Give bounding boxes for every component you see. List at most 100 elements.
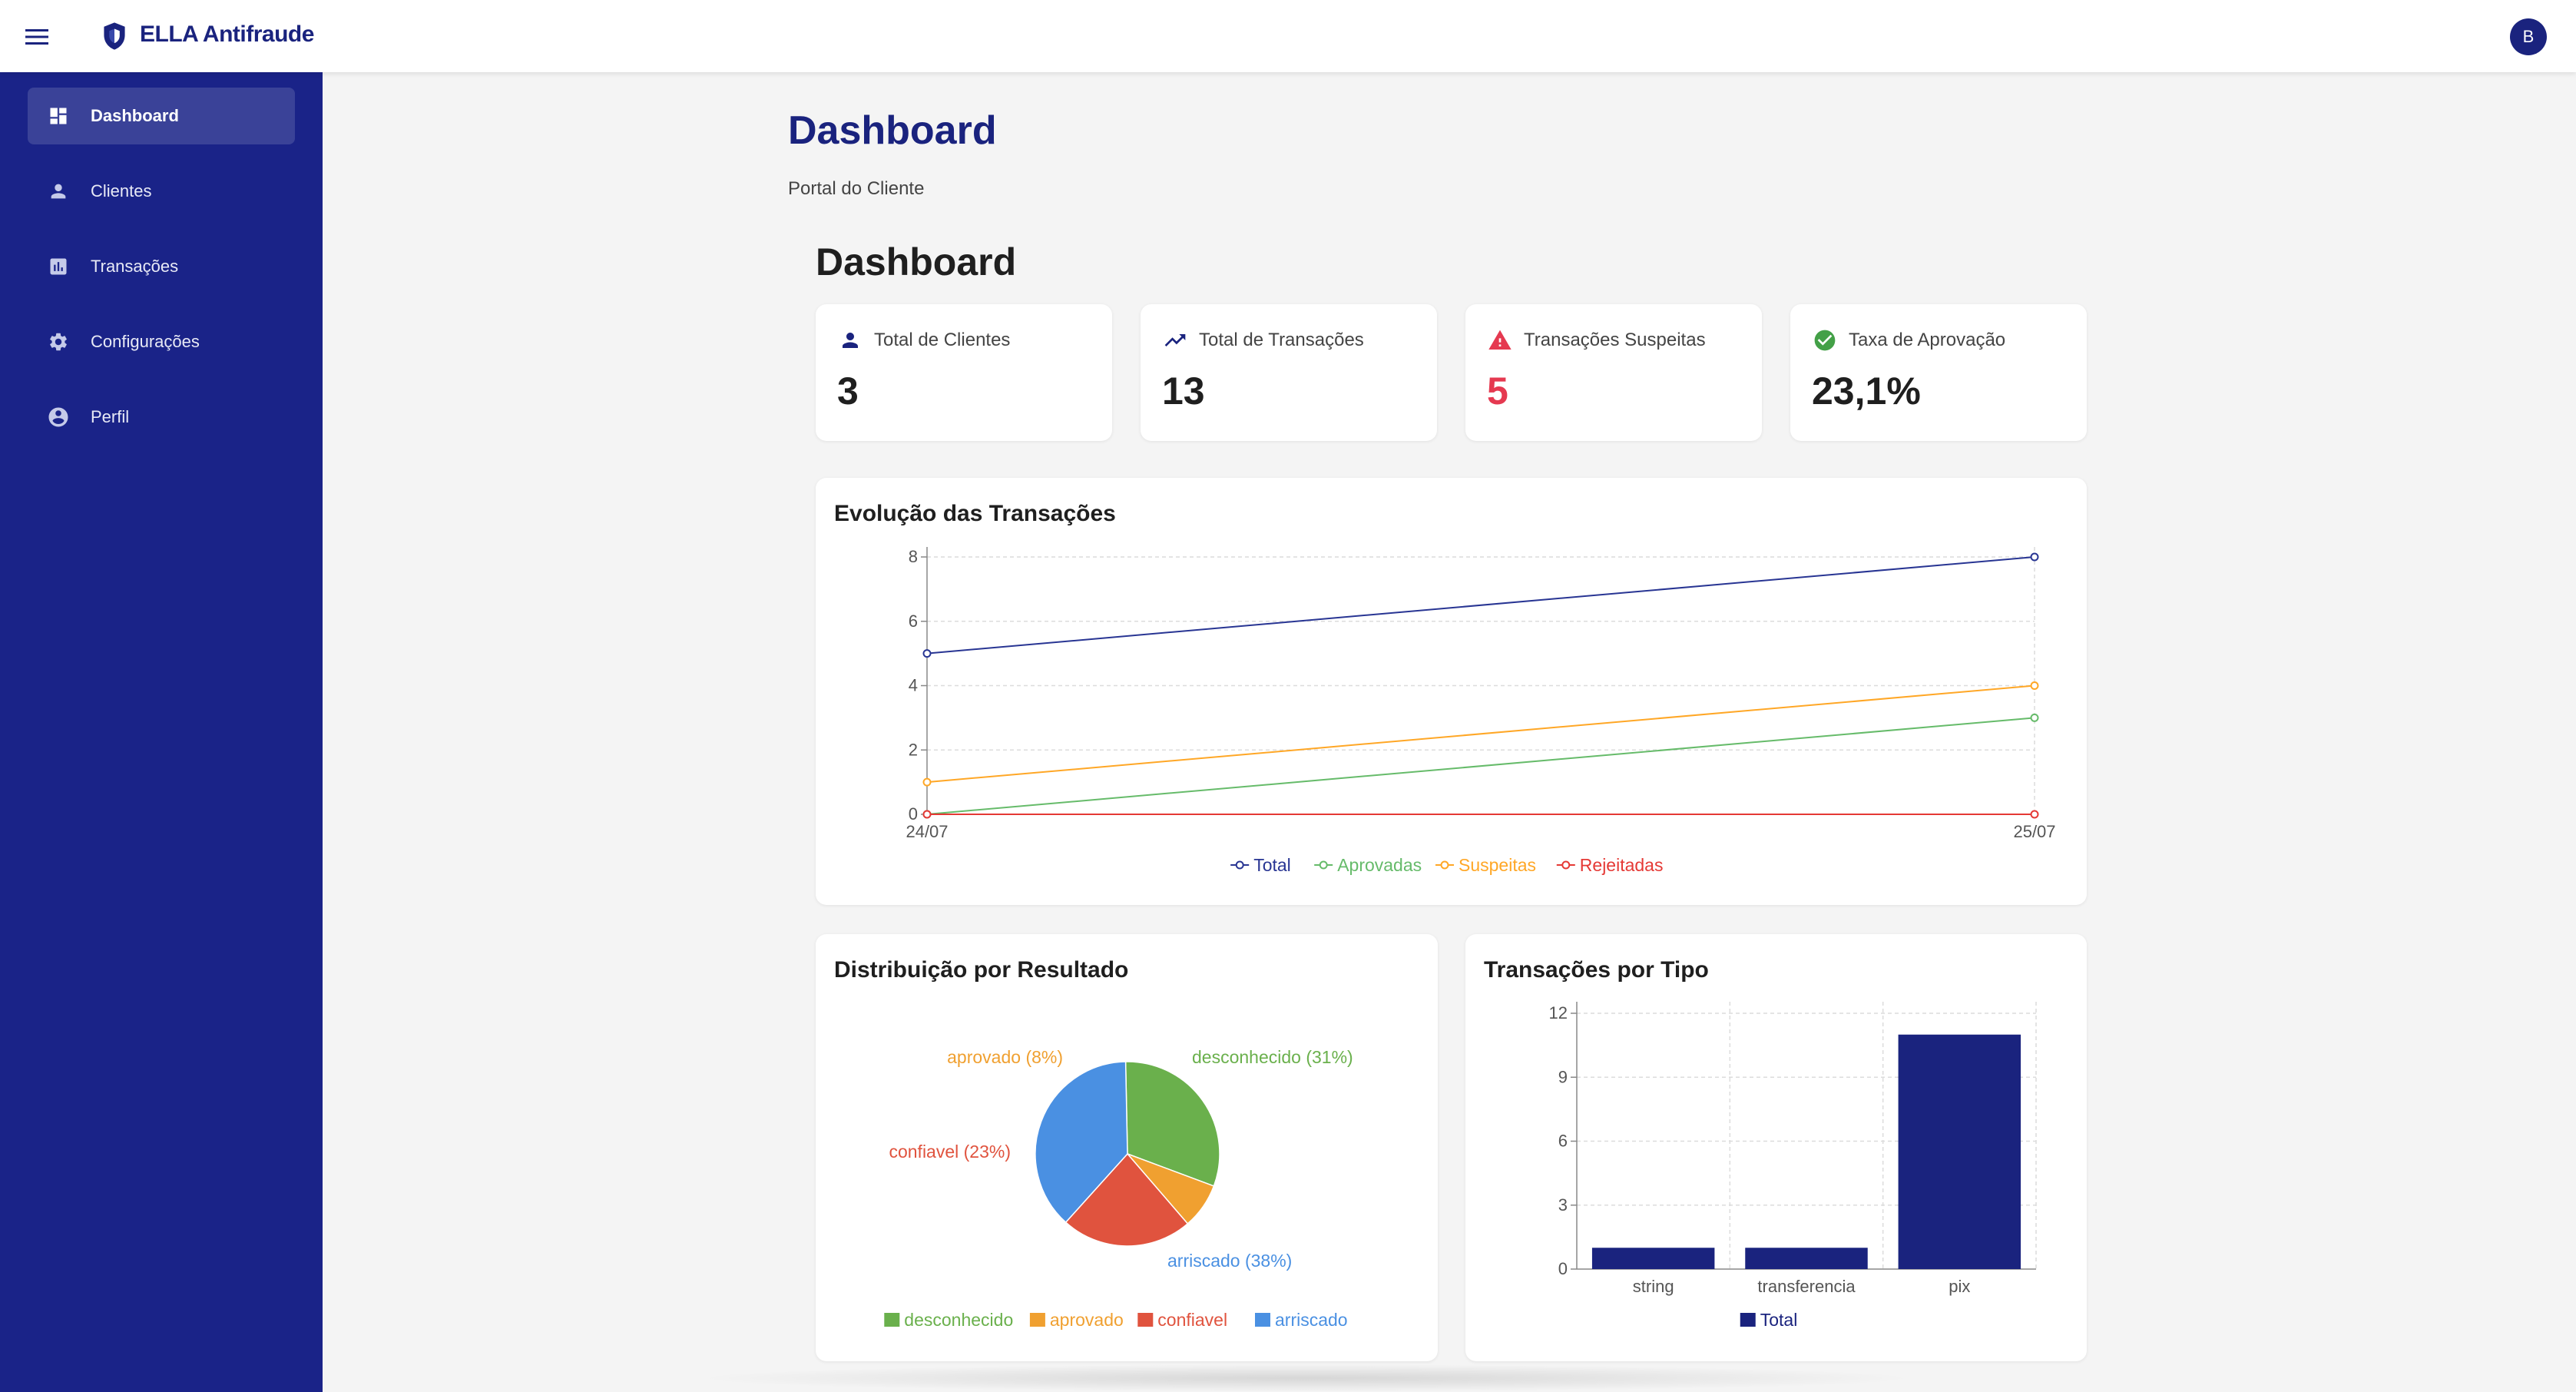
menu-icon[interactable] (23, 23, 51, 51)
scroll-shadow (691, 1364, 1920, 1392)
line-chart-card: Evolução das Transações 0 2 4 6 8 24/07 25/07 T… (816, 478, 2087, 905)
user-avatar[interactable]: B (2510, 18, 2547, 55)
bar-chart-icon (46, 254, 71, 279)
sidebar-item-clientes[interactable]: Clientes (28, 163, 295, 220)
stat-card-aprovacao: Taxa de Aprovação 23,1% (1790, 304, 2087, 441)
series-line (926, 717, 2035, 815)
y-tick-label: 8 (909, 547, 918, 566)
data-point (2030, 810, 2039, 819)
stat-card-suspeitas: Transações Suspeitas 5 (1465, 304, 1762, 441)
legend-marker (1440, 860, 1449, 870)
x-tick-label: pix (1949, 1277, 1970, 1296)
legend-marker (1235, 860, 1244, 870)
legend-label: confiavel (1157, 1310, 1227, 1330)
pie-slice (1065, 1152, 1189, 1247)
x-tick-label: string (1633, 1277, 1674, 1296)
legend-swatch (884, 1313, 900, 1327)
pie-slice (1035, 1061, 1128, 1224)
sidebar-item-label: Perfil (91, 407, 130, 426)
legend-label: desconhecido (904, 1310, 1013, 1330)
legend-swatch (1740, 1313, 1756, 1327)
data-point (2030, 681, 2039, 690)
data-point (922, 649, 932, 658)
legend-marker (1319, 860, 1328, 870)
page-title: Dashboard (788, 108, 997, 153)
warning-icon (1487, 327, 1513, 353)
sidebar-item-perfil[interactable]: Perfil (28, 389, 295, 446)
stat-label: Total de Clientes (874, 330, 1011, 350)
y-tick-label: 6 (1558, 1132, 1568, 1151)
sidebar-item-transacoes[interactable]: Transações (28, 238, 295, 295)
shield-icon (104, 22, 125, 50)
legend-label: Rejeitadas (1580, 855, 1664, 875)
chart-title: Distribuição por Resultado (834, 957, 1129, 983)
x-tick-label: 24/07 (906, 822, 948, 841)
sidebar-item-label: Transações (91, 257, 179, 276)
person-icon (46, 179, 71, 204)
dashboard-icon (46, 104, 71, 128)
y-tick-label: 2 (909, 740, 918, 759)
stat-value: 23,1% (1812, 370, 1921, 413)
trending-up-icon (1162, 327, 1188, 353)
person-icon (837, 327, 863, 353)
bar (1898, 1034, 2021, 1269)
bar (1745, 1248, 1868, 1269)
chart-title: Transações por Tipo (1484, 957, 1709, 983)
line-chart: 0 2 4 6 8 24/07 25/07 Total Aprovadas Suspeitas Re… (906, 547, 2056, 875)
gear-icon (46, 330, 71, 354)
data-point (922, 777, 932, 787)
legend-label: Total (1253, 855, 1291, 875)
legend-swatch (1137, 1313, 1154, 1327)
y-tick-label: 9 (1558, 1067, 1568, 1086)
stat-card-clientes: Total de Clientes 3 (816, 304, 1112, 441)
sidebar-item-label: Clientes (91, 181, 152, 201)
account-circle-icon (46, 405, 71, 429)
sidebar-item-dashboard[interactable]: Dashboard (28, 88, 295, 144)
data-point (922, 810, 932, 819)
y-tick-label: 6 (909, 611, 918, 631)
series-line (926, 684, 2035, 784)
stat-label: Transações Suspeitas (1524, 330, 1706, 350)
app-title: ELLA Antifraude (140, 22, 314, 47)
stat-value: 13 (1162, 370, 1205, 413)
pie-label: arriscado (38%) (1167, 1251, 1292, 1271)
legend-label: arriscado (1275, 1310, 1348, 1330)
legend-label: Aprovadas (1337, 855, 1422, 875)
check-circle-icon (1812, 327, 1838, 353)
stat-card-transacoes: Total de Transações 13 (1141, 304, 1437, 441)
pie-slice (1124, 1061, 1220, 1187)
x-tick-label: 25/07 (2013, 822, 2055, 841)
y-tick-label: 4 (909, 676, 918, 695)
data-point (2030, 552, 2039, 562)
sidebar-item-configuracoes[interactable]: Configurações (28, 313, 295, 370)
chart-title: Evolução das Transações (834, 501, 1116, 526)
legend-swatch (1029, 1313, 1045, 1327)
legend-swatch (1255, 1313, 1270, 1327)
pie-label: desconhecido (31%) (1192, 1047, 1353, 1067)
legend-label: aprovado (1050, 1310, 1124, 1330)
legend-marker (1561, 860, 1571, 870)
y-tick-label: 3 (1558, 1195, 1568, 1215)
data-point (2030, 713, 2039, 722)
page-subtitle: Portal do Cliente (788, 178, 925, 199)
top-app-bar: ELLA Antifraude B (0, 0, 2576, 72)
pie-chart: desconhecido (31%) aprovado (8%) confiavel… (884, 1047, 1353, 1330)
y-tick-label: 0 (1558, 1259, 1568, 1278)
stat-label: Taxa de Aprovação (1849, 330, 2006, 350)
x-tick-label: transferencia (1757, 1277, 1856, 1296)
section-title: Dashboard (816, 240, 1017, 283)
y-tick-label: 12 (1549, 1003, 1568, 1022)
bar-chart: 0 3 6 9 12 string transferencia pix Total (1549, 1002, 2037, 1330)
pie-chart-card: Distribuição por Resultado desconhecido … (816, 934, 1438, 1361)
sidebar-item-label: Configurações (91, 332, 200, 351)
y-tick-label: 0 (909, 804, 918, 824)
legend-label: Suspeitas (1459, 855, 1536, 875)
legend-label: Total (1760, 1310, 1798, 1330)
stat-value: 5 (1487, 370, 1508, 413)
sidebar: Dashboard Clientes Transações Configuraç… (0, 72, 323, 1392)
stat-value: 3 (837, 370, 859, 413)
bar-chart-card: Transações por Tipo 0 3 6 9 12 string transfer… (1465, 934, 2087, 1361)
pie-label: confiavel (23%) (889, 1142, 1011, 1162)
pie-label: aprovado (8%) (947, 1047, 1063, 1067)
bar (1591, 1248, 1715, 1269)
